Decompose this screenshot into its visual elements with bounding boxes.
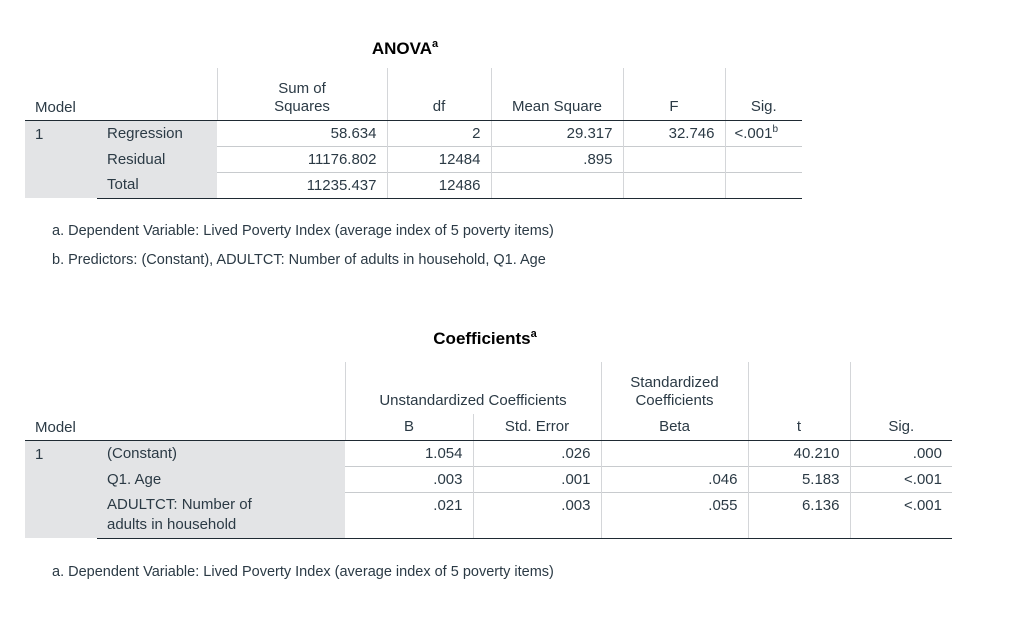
cell-sig xyxy=(724,171,802,199)
coef-header-b: B xyxy=(344,414,473,441)
coef-header-standardized: Standardized Coefficients xyxy=(600,362,748,414)
cell-ss: 11176.802 xyxy=(217,145,387,172)
cell-df: 12484 xyxy=(386,145,491,172)
coef-header-unstandardized: Unstandardized Coefficients xyxy=(344,362,601,414)
cell-sig: <.001 xyxy=(849,465,952,492)
cell-se: .003 xyxy=(472,491,601,539)
cell-b: 1.054 xyxy=(424,444,463,462)
anova-title: ANOVAa xyxy=(340,38,470,59)
anova-header-f: F xyxy=(622,68,725,121)
anova-header-sig: Sig. xyxy=(724,68,802,121)
cell-df: 2 xyxy=(386,120,491,146)
coef-header-model: Model xyxy=(25,362,345,441)
anova-header-df: df xyxy=(386,68,491,121)
coef-model-number: 1 xyxy=(25,440,97,538)
cell-ss: 11235.437 xyxy=(217,171,387,199)
cell-se: .026 xyxy=(472,440,601,466)
table-row: Residual 11176.802 12484 .895 xyxy=(25,145,802,172)
coefficients-title: Coefficientsa xyxy=(400,328,570,349)
cell-b: .003 xyxy=(345,465,473,492)
cell-t: 40.210 xyxy=(747,440,850,466)
table-row: ADULTCT: Number of adults in household .… xyxy=(25,491,952,539)
row-label: Total xyxy=(97,172,217,199)
anova-footnote-a: a. Dependent Variable: Lived Poverty Ind… xyxy=(52,223,554,239)
cell-ms xyxy=(490,171,623,199)
coef-header-sig: Sig. xyxy=(849,362,952,441)
table-row: Total 11235.437 12486 xyxy=(25,171,802,199)
cell-f xyxy=(622,171,725,199)
coef-header-beta: Beta xyxy=(600,414,748,441)
anova-table: Model Sum of Squares df Mean Square F Si… xyxy=(25,68,802,199)
cell-b: .021 xyxy=(345,491,473,539)
cell-sig-sup: b xyxy=(772,124,778,135)
coef-header-se: Std. Error xyxy=(472,414,601,441)
coefficients-table: Model Unstandardized Coefficients Standa… xyxy=(25,362,952,539)
anova-title-sup: a xyxy=(432,38,439,50)
cell-ss: 58.634 xyxy=(330,124,377,142)
coefficients-title-text: Coefficients xyxy=(433,329,531,348)
cell-beta xyxy=(600,440,748,466)
row-label: ADULTCT: Number of adults in household xyxy=(97,492,345,539)
cell-beta: .055 xyxy=(600,491,748,539)
cell-ms: 29.317 xyxy=(490,120,623,146)
cell-df: 12486 xyxy=(386,171,491,199)
cell-f: 32.746 xyxy=(622,120,725,146)
table-row: 1 (Constant) 1.054 .026 40.210 .000 xyxy=(25,440,952,538)
cell-sig xyxy=(724,145,802,172)
cell-ms: .895 xyxy=(490,145,623,172)
cell-sig: <.001b xyxy=(724,120,802,146)
cell-f xyxy=(622,145,725,172)
coefficients-title-sup: a xyxy=(530,328,537,340)
cell-sig: <.001 xyxy=(849,491,952,539)
anova-title-text: ANOVA xyxy=(371,39,432,58)
row-label: Residual xyxy=(97,146,217,172)
cell-t: 6.136 xyxy=(747,491,850,539)
anova-model-number: 1 xyxy=(25,120,97,198)
anova-header-model: Model xyxy=(25,68,217,121)
row-label: Q1. Age xyxy=(97,466,345,492)
anova-header-ss: Sum of Squares xyxy=(216,68,387,121)
table-row: Q1. Age .003 .001 .046 5.183 <.001 xyxy=(25,465,952,492)
table-row: 1 Regression 58.634 2 29.317 32.746 <.00… xyxy=(25,120,802,198)
row-label: (Constant) xyxy=(97,440,345,466)
cell-t: 5.183 xyxy=(747,465,850,492)
coef-header-t: t xyxy=(747,362,850,441)
cell-beta: .046 xyxy=(600,465,748,492)
cell-sig: .000 xyxy=(849,440,952,466)
anova-footnote-b: b. Predictors: (Constant), ADULTCT: Numb… xyxy=(52,252,546,268)
cell-sig-value: <.001 xyxy=(734,125,773,142)
row-label: Regression xyxy=(97,120,217,146)
coefficients-footnote-a: a. Dependent Variable: Lived Poverty Ind… xyxy=(52,564,554,580)
anova-header-ms: Mean Square xyxy=(490,68,623,121)
cell-se: .001 xyxy=(472,465,601,492)
